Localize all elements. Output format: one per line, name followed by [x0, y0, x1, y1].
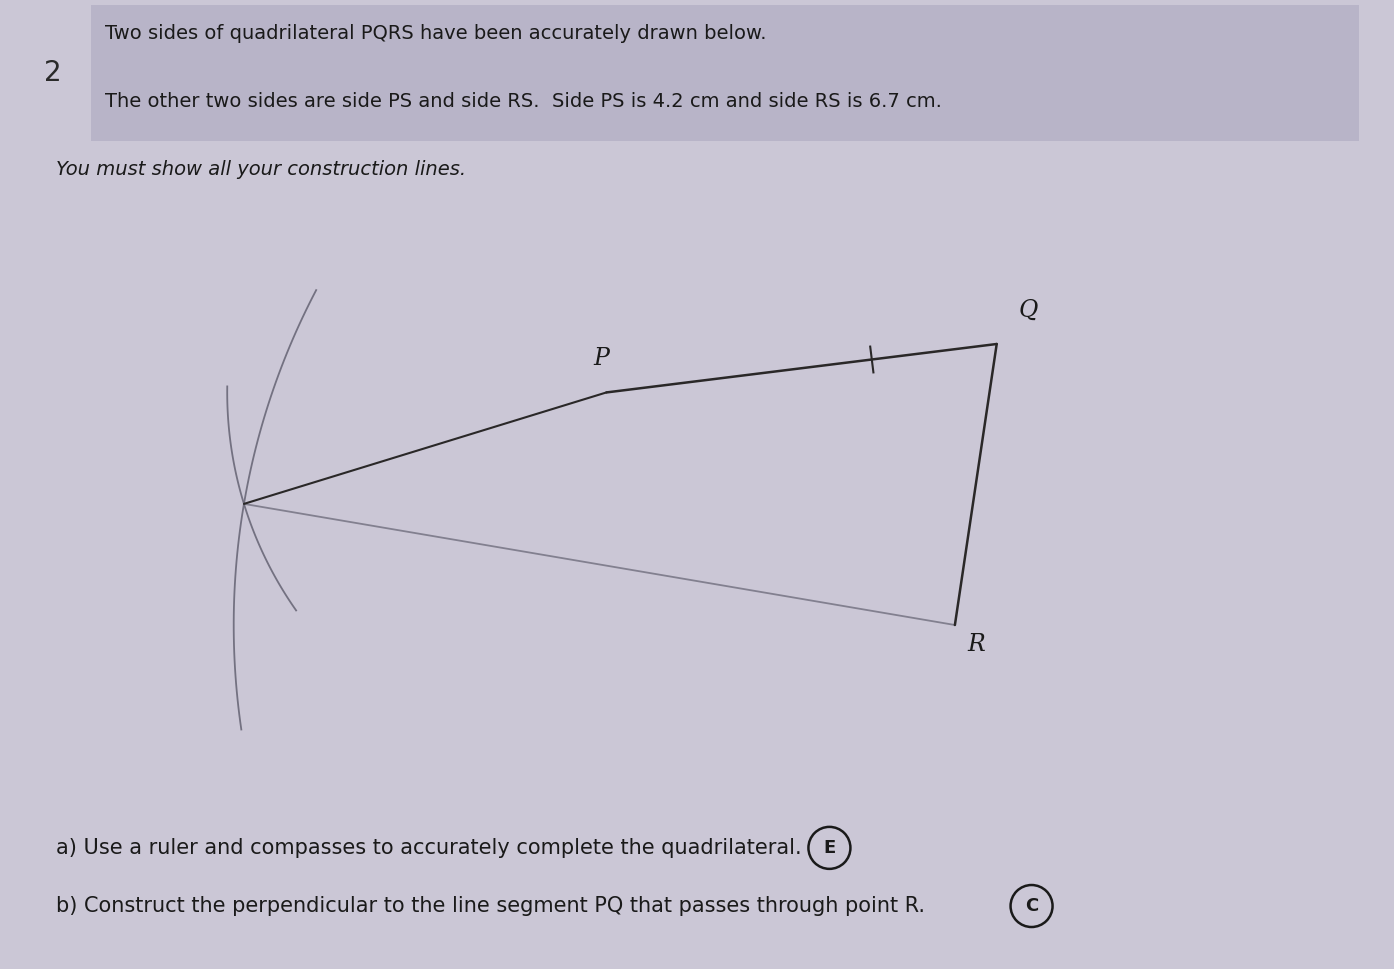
- Text: a) Use a ruler and compasses to accurately complete the quadrilateral.: a) Use a ruler and compasses to accurate…: [56, 838, 802, 858]
- Text: R: R: [967, 633, 984, 656]
- Text: P: P: [594, 348, 609, 370]
- FancyBboxPatch shape: [91, 5, 1359, 141]
- Text: The other two sides are side PS and side RS.  Side PS is 4.2 cm and side RS is 6: The other two sides are side PS and side…: [105, 92, 941, 111]
- Text: You must show all your construction lines.: You must show all your construction line…: [56, 160, 466, 179]
- Text: C: C: [1025, 897, 1039, 915]
- Text: E: E: [824, 839, 835, 857]
- Text: Q: Q: [1019, 299, 1039, 322]
- Text: 2: 2: [45, 59, 61, 86]
- Text: Two sides of quadrilateral PQRS have been accurately drawn below.: Two sides of quadrilateral PQRS have bee…: [105, 24, 767, 44]
- Text: b) Construct the perpendicular to the line segment PQ that passes through point : b) Construct the perpendicular to the li…: [56, 896, 924, 916]
